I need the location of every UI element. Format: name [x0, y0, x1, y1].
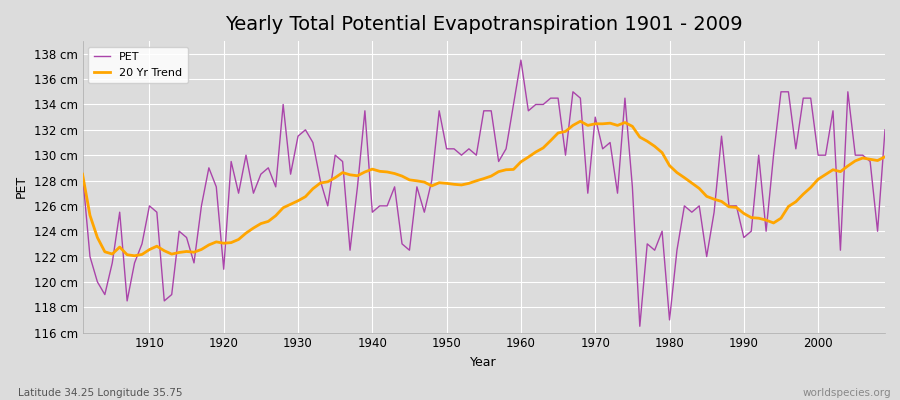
20 Yr Trend	[619, 120, 630, 125]
20 Yr Trend	[879, 154, 890, 159]
Title: Yearly Total Potential Evapotranspiration 1901 - 2009: Yearly Total Potential Evapotranspiratio…	[225, 15, 742, 34]
PET	[508, 102, 519, 107]
20 Yr Trend	[516, 160, 526, 164]
PET	[345, 248, 356, 253]
Legend: PET, 20 Yr Trend: PET, 20 Yr Trend	[88, 47, 188, 83]
20 Yr Trend	[144, 247, 155, 252]
Line: 20 Yr Trend: 20 Yr Trend	[83, 121, 885, 256]
PET	[523, 108, 534, 113]
20 Yr Trend	[308, 186, 319, 191]
20 Yr Trend	[523, 155, 534, 160]
PET	[612, 191, 623, 196]
PET	[634, 324, 645, 329]
Text: Latitude 34.25 Longitude 35.75: Latitude 34.25 Longitude 35.75	[18, 388, 183, 398]
Line: PET: PET	[83, 60, 885, 326]
20 Yr Trend	[77, 172, 88, 176]
PET	[137, 242, 148, 246]
20 Yr Trend	[352, 173, 363, 178]
Text: worldspecies.org: worldspecies.org	[803, 388, 891, 398]
Y-axis label: PET: PET	[15, 175, 28, 198]
20 Yr Trend	[575, 119, 586, 124]
PET	[516, 58, 526, 62]
PET	[77, 172, 88, 176]
PET	[879, 128, 890, 132]
PET	[300, 128, 310, 132]
20 Yr Trend	[130, 253, 140, 258]
X-axis label: Year: Year	[471, 356, 497, 369]
